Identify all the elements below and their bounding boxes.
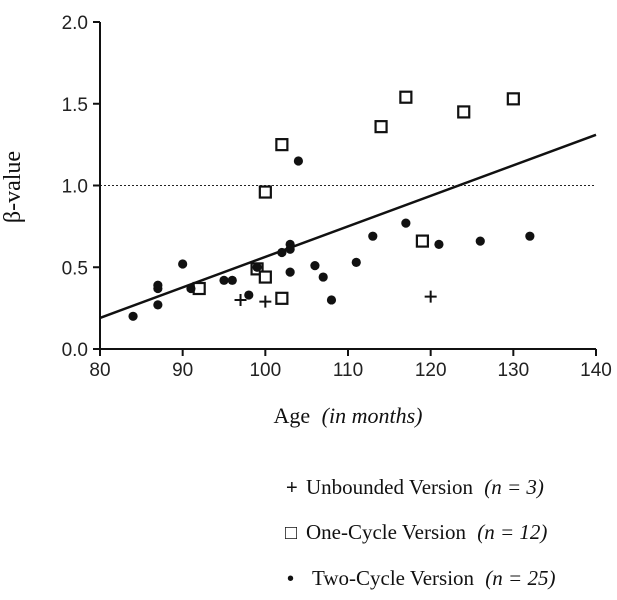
unbounded-point bbox=[234, 293, 247, 306]
legend-label-one-cycle: One-Cycle Version (n = 12) bbox=[306, 520, 547, 544]
x-tick-label: 80 bbox=[89, 360, 110, 381]
open-square-icon: □ bbox=[285, 522, 297, 544]
x-axis-title-main: Age bbox=[274, 403, 311, 428]
x-tick-label: 90 bbox=[172, 360, 193, 381]
two-cycle-point bbox=[186, 283, 196, 294]
legend-item-two-cycle: • Two-Cycle Version (n = 25) bbox=[287, 566, 555, 590]
two-cycle-point bbox=[252, 262, 262, 272]
two-cycle-point bbox=[351, 257, 361, 267]
unbounded-point bbox=[424, 290, 437, 303]
two-cycle-point bbox=[285, 267, 295, 277]
one-cycle-point bbox=[258, 185, 272, 199]
one-cycle-point bbox=[457, 105, 471, 119]
two-cycle-point bbox=[244, 290, 254, 300]
y-tick-label: 2.0 bbox=[62, 13, 88, 34]
regression-line bbox=[99, 133, 597, 320]
two-cycle-point bbox=[368, 231, 378, 241]
legend-label-two-cycle: Two-Cycle Version (n = 25) bbox=[312, 566, 555, 590]
two-cycle-point bbox=[326, 295, 337, 305]
two-cycle-point bbox=[401, 218, 411, 228]
legend: + Unbounded Version (n = 3) □ One-Cycle … bbox=[285, 475, 555, 590]
two-cycle-point bbox=[525, 231, 535, 241]
y-axis-title: β-value bbox=[0, 151, 26, 223]
plus-icon: + bbox=[286, 477, 298, 499]
two-cycle-point bbox=[227, 275, 237, 285]
legend-item-unbounded: + Unbounded Version (n = 3) bbox=[286, 475, 544, 499]
y-tick-label: 1.5 bbox=[62, 95, 88, 116]
two-cycle-point bbox=[128, 311, 138, 321]
plot-area: 80 90 100 110 120 130 140 0.0 0.5 1.0 1.5 2.0 bbox=[62, 13, 612, 381]
two-cycle-point bbox=[153, 300, 163, 310]
x-tick-label: 110 bbox=[333, 360, 363, 381]
filled-circle-icon: • bbox=[287, 568, 294, 590]
legend-name-unbounded: Unbounded Version bbox=[306, 475, 474, 499]
x-tick-label: 120 bbox=[415, 360, 447, 381]
two-cycle-point bbox=[277, 247, 287, 258]
one-cycle-point bbox=[506, 92, 520, 106]
two-cycle-point bbox=[434, 239, 444, 249]
x-tick-label: 140 bbox=[580, 360, 612, 381]
legend-item-one-cycle: □ One-Cycle Version (n = 12) bbox=[285, 520, 547, 544]
x-tick-label: 100 bbox=[249, 360, 281, 381]
x-axis-title: Age (in months) bbox=[274, 403, 423, 428]
two-cycle-point bbox=[475, 236, 485, 246]
legend-n-one-cycle: (n = 12) bbox=[477, 520, 547, 544]
y-tick-label: 0.0 bbox=[62, 340, 88, 361]
two-cycle-point bbox=[318, 272, 328, 282]
legend-name-one-cycle: One-Cycle Version bbox=[306, 520, 466, 544]
y-tick-label: 0.5 bbox=[62, 258, 88, 279]
two-cycle-point bbox=[293, 156, 303, 166]
one-cycle-point bbox=[399, 90, 413, 104]
two-cycle-point bbox=[285, 244, 295, 254]
two-cycle-point bbox=[178, 259, 188, 269]
unbounded-point bbox=[259, 295, 272, 308]
legend-n-unbounded: (n = 3) bbox=[484, 475, 544, 499]
x-tick-label: 130 bbox=[497, 360, 529, 381]
two-cycle-point bbox=[219, 275, 229, 285]
legend-n-two-cycle: (n = 25) bbox=[485, 566, 555, 590]
one-cycle-point bbox=[275, 138, 289, 152]
one-cycle-point bbox=[415, 234, 429, 248]
one-cycle-point bbox=[258, 270, 272, 284]
one-cycle-point bbox=[275, 291, 289, 305]
x-axis-title-note: (in months) bbox=[322, 403, 423, 428]
y-tick-label: 1.0 bbox=[62, 177, 88, 198]
one-cycle-point bbox=[374, 120, 388, 134]
two-cycle-point bbox=[153, 280, 163, 290]
two-cycle-point bbox=[310, 261, 320, 271]
legend-label-unbounded: Unbounded Version (n = 3) bbox=[306, 475, 544, 499]
legend-name-two-cycle: Two-Cycle Version bbox=[312, 566, 475, 590]
